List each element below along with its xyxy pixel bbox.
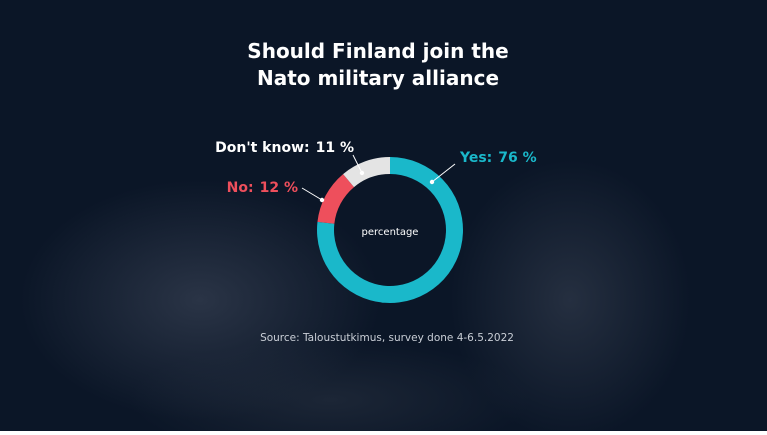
leader-line bbox=[301, 187, 323, 201]
category-label: No: bbox=[227, 180, 254, 196]
center-label: percentage bbox=[362, 227, 419, 238]
leader-line bbox=[352, 154, 363, 174]
data-label: No: 12 % bbox=[227, 180, 298, 196]
data-label: Don't know: 11 % bbox=[215, 140, 354, 156]
leader-dot bbox=[429, 179, 435, 185]
leader-dot bbox=[359, 170, 365, 176]
slice bbox=[317, 174, 355, 224]
value-label: 76 % bbox=[498, 150, 536, 166]
data-label: Yes: 76 % bbox=[459, 150, 537, 166]
value-label: 11 % bbox=[316, 140, 354, 156]
category-label: Yes: bbox=[459, 150, 492, 166]
leader-dot bbox=[319, 197, 325, 203]
source: Source: Taloustutkimus, survey done 4-6.… bbox=[260, 332, 514, 344]
category-label: Don't know: bbox=[215, 140, 310, 156]
leader-line bbox=[431, 163, 456, 183]
slice bbox=[343, 157, 390, 188]
chart-title: Should Finland join the Nato military all… bbox=[247, 39, 508, 90]
value-label: 12 % bbox=[260, 180, 298, 196]
